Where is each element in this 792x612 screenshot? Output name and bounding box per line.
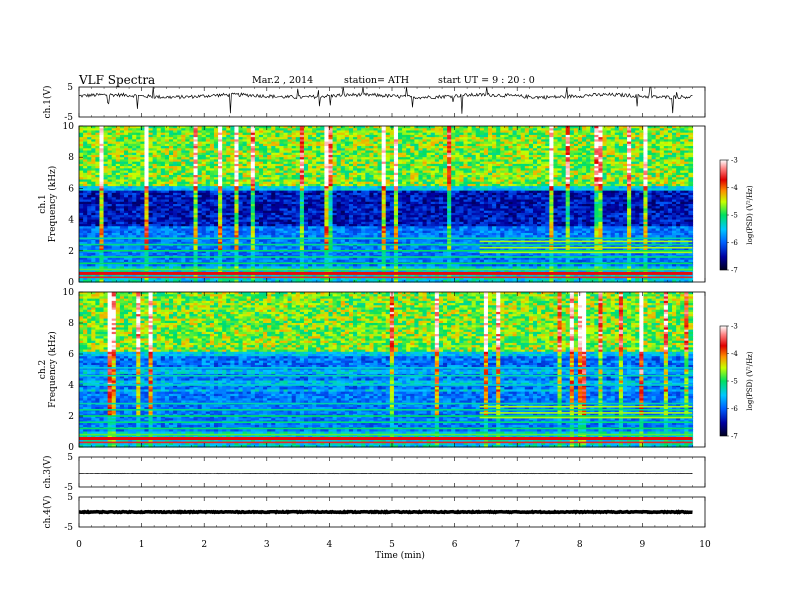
x-tick-label: 9 bbox=[640, 540, 646, 550]
waveform-trace bbox=[78, 509, 693, 515]
y-axis-label: ch.4(V) bbox=[42, 496, 53, 529]
x-tick-label: 0 bbox=[76, 540, 82, 550]
panel-frame bbox=[78, 456, 706, 488]
y-tick-label: 6 bbox=[68, 350, 74, 360]
colorbar-tick-label: -3 bbox=[731, 323, 738, 331]
emission-line bbox=[79, 415, 693, 417]
emission-line bbox=[79, 384, 693, 386]
emission-line bbox=[79, 441, 693, 444]
ch1-waveform-panel: 5 -5 ch.1(V) bbox=[42, 83, 706, 123]
y-tick-label: 8 bbox=[68, 153, 74, 163]
start-time-label: start UT = 9 : 20 : 0 bbox=[438, 75, 535, 86]
colorbar-tick-label: -7 bbox=[731, 433, 738, 441]
time-axis: 0 1 2 3 4 5 6 7 8 9 10 bbox=[76, 540, 711, 550]
y-tick-label: 5 bbox=[67, 83, 73, 93]
y-tick-label: 10 bbox=[63, 288, 75, 298]
x-tick-label: 8 bbox=[577, 540, 583, 550]
emission-line bbox=[479, 251, 693, 254]
emission-line bbox=[79, 250, 693, 252]
ch1-spectrogram-panel: 0 2 4 6 8 10 ch.1 Frequency (kHz) bbox=[38, 122, 706, 288]
y-tick-label: 0 bbox=[68, 443, 74, 453]
y-tick-label: 5 bbox=[67, 493, 73, 503]
ch2-colorbar: -3 -4 -5 -6 -7 log(PSD) (V²/Hz) bbox=[719, 323, 754, 441]
emission-line bbox=[479, 405, 693, 408]
emission-line bbox=[79, 237, 693, 240]
y-tick-label: -5 bbox=[64, 113, 73, 123]
emission-line bbox=[79, 243, 693, 246]
colorbar-label: log(PSD) (V²/Hz) bbox=[746, 351, 754, 410]
emission-line bbox=[479, 246, 693, 249]
y-tick-label: 5 bbox=[67, 453, 73, 463]
emission-line bbox=[79, 256, 693, 258]
x-tick-label: 6 bbox=[452, 540, 458, 550]
x-tick-label: 4 bbox=[327, 540, 333, 550]
colorbar-gradient bbox=[719, 325, 728, 437]
x-tick-label: 3 bbox=[264, 540, 270, 550]
y-axis-label: ch.2 bbox=[38, 360, 48, 379]
emission-line bbox=[79, 374, 693, 377]
ch4-waveform-panel: 5 -5 ch.4(V) bbox=[42, 493, 706, 533]
emission-line bbox=[79, 271, 693, 275]
x-tick-label: 2 bbox=[201, 540, 207, 550]
x-tick-label: 7 bbox=[514, 540, 520, 550]
y-tick-label: 6 bbox=[68, 184, 74, 194]
ch1-colorbar: -3 -4 -5 -6 -7 log(PSD) (V²/Hz) bbox=[719, 157, 754, 275]
colorbar-tick-label: -4 bbox=[731, 184, 738, 192]
colorbar-tick-label: -3 bbox=[731, 157, 738, 165]
emission-line bbox=[79, 268, 693, 271]
y-axis-label: ch.1 bbox=[38, 194, 48, 213]
date-label: Mar.2 , 2014 bbox=[252, 75, 313, 86]
emission-line bbox=[79, 402, 693, 405]
y-tick-label: -5 bbox=[64, 483, 73, 493]
y-tick-label: 2 bbox=[68, 247, 74, 257]
y-tick-label: 4 bbox=[68, 381, 74, 391]
spectrogram-image bbox=[79, 292, 694, 448]
emission-line bbox=[479, 416, 693, 419]
y-tick-label: 0 bbox=[68, 278, 74, 288]
x-axis-label: Time (min) bbox=[375, 550, 425, 561]
colorbar-tick-label: -5 bbox=[731, 378, 738, 386]
emission-line bbox=[79, 409, 693, 411]
colorbar-label: log(PSD) (V²/Hz) bbox=[746, 185, 754, 244]
emission-line bbox=[79, 433, 693, 436]
emission-line bbox=[79, 437, 693, 440]
figure-title: VLF Spectra bbox=[78, 73, 155, 87]
y-tick-label: 2 bbox=[68, 412, 74, 422]
y-tick-label: 8 bbox=[68, 319, 74, 329]
colorbar-gradient bbox=[719, 159, 728, 271]
colorbar-tick-label: -7 bbox=[731, 267, 738, 275]
y-tick-label: 10 bbox=[63, 122, 75, 132]
y-axis-label: Frequency (kHz) bbox=[47, 331, 58, 408]
emission-line bbox=[79, 427, 693, 430]
panel-frame bbox=[78, 86, 706, 118]
spectrogram-image bbox=[79, 126, 694, 283]
y-axis-label: Frequency (kHz) bbox=[47, 166, 58, 243]
ch3-waveform-panel: 5 -5 ch.3(V) bbox=[42, 453, 706, 493]
colorbar-tick-label: -6 bbox=[731, 405, 738, 413]
emission-line bbox=[79, 421, 693, 423]
x-tick-label: 1 bbox=[139, 540, 145, 550]
x-tick-label: 10 bbox=[699, 540, 711, 550]
waveform-trace bbox=[78, 86, 693, 114]
ch2-spectrogram-panel: 0 2 4 6 8 10 ch.2 Frequency (kHz) bbox=[38, 288, 706, 453]
colorbar-tick-label: -6 bbox=[731, 239, 738, 247]
station-label: station= ATH bbox=[344, 75, 409, 86]
colorbar-tick-label: -4 bbox=[731, 350, 738, 358]
colorbar-tick-label: -5 bbox=[731, 212, 738, 220]
emission-line bbox=[79, 262, 693, 265]
x-tick-label: 5 bbox=[389, 540, 395, 550]
emission-line bbox=[79, 276, 693, 279]
y-tick-label: -5 bbox=[64, 523, 73, 533]
y-axis-label: ch.1(V) bbox=[42, 86, 53, 119]
emission-line bbox=[479, 412, 693, 414]
emission-line bbox=[79, 367, 693, 369]
y-tick-label: 4 bbox=[68, 216, 74, 226]
y-axis-label: ch.3(V) bbox=[42, 456, 53, 489]
emission-line bbox=[479, 240, 693, 243]
